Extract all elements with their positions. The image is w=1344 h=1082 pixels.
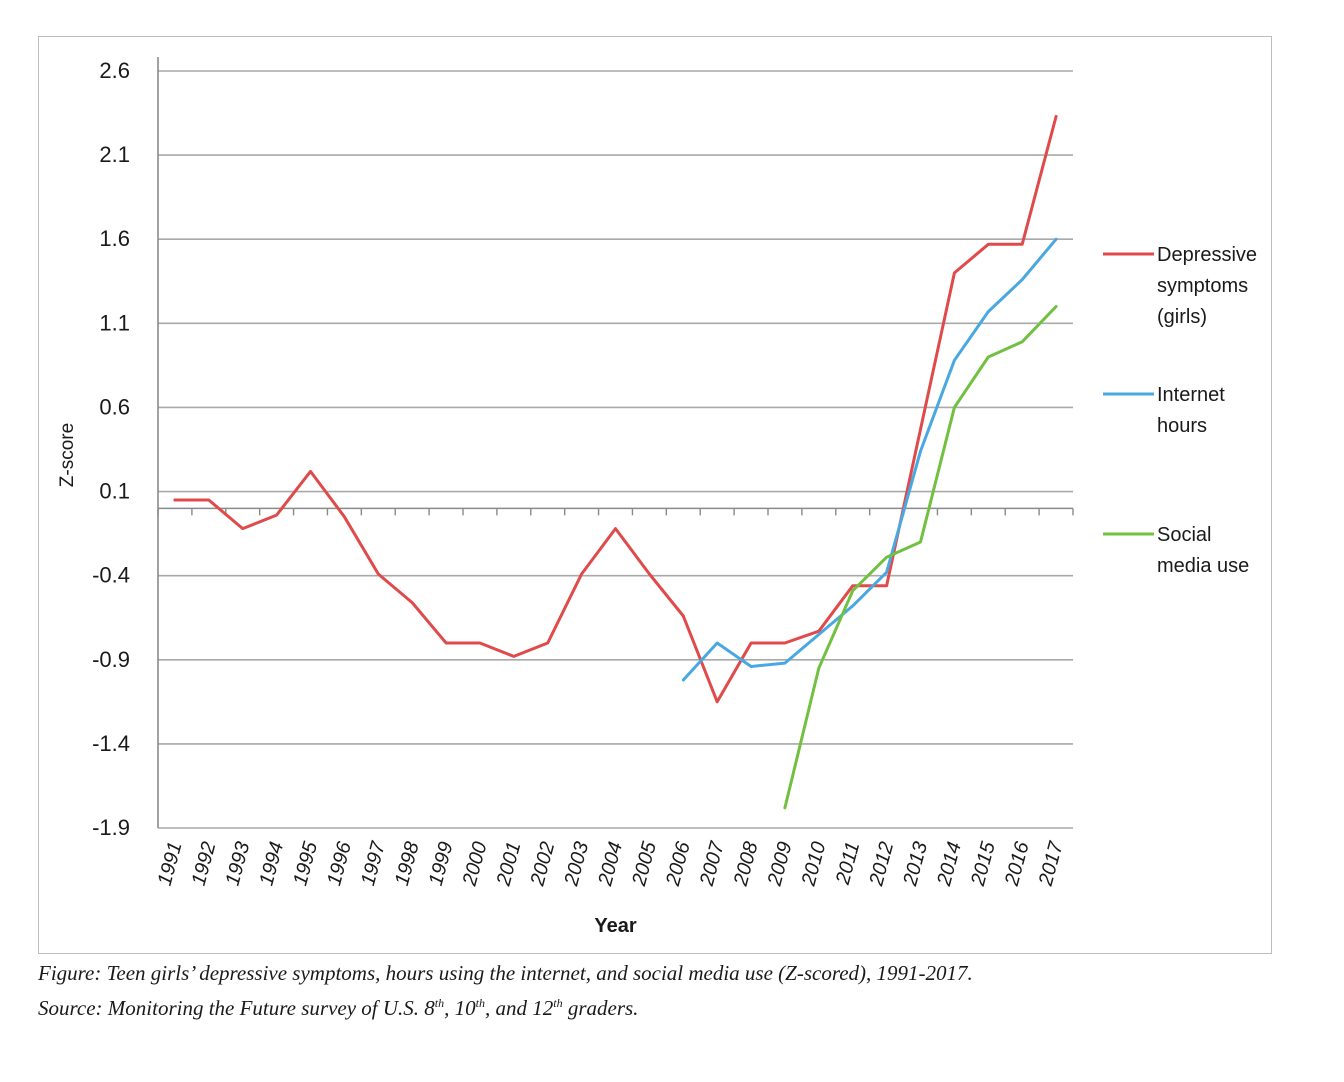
legend-label-0-2: (girls): [1157, 306, 1207, 328]
series-line-1: [681, 237, 1058, 682]
x-tick-label-1995: 1995: [289, 839, 322, 889]
y-tick-label-9: -1.9: [92, 815, 130, 840]
x-tick-label-2003: 2003: [560, 839, 593, 889]
x-tick-label-1993: 1993: [222, 839, 255, 888]
legend-label-2-1: media use: [1157, 555, 1249, 577]
legend-label-1-1: hours: [1157, 415, 1207, 437]
x-tick-label-2005: 2005: [628, 839, 661, 889]
series-line-2: [783, 305, 1058, 810]
caption-source-b: , 10: [444, 996, 476, 1020]
x-tick-label-2002: 2002: [526, 839, 559, 889]
figure-caption: Figure: Teen girls’ depressive symptoms,…: [38, 958, 1288, 1023]
legend-label-1-0: Internet: [1157, 384, 1225, 406]
legend-label-0-0: Depressive: [1157, 244, 1257, 266]
series-line-0: [173, 114, 1058, 704]
y-tick-label-3: 1.1: [99, 310, 130, 335]
x-tick-label-2014: 2014: [933, 839, 966, 889]
legend-label-0-1: symptoms: [1157, 275, 1248, 297]
x-tick-label-1992: 1992: [188, 839, 221, 888]
caption-source-d: graders.: [562, 996, 639, 1020]
x-tick-label-2007: 2007: [696, 839, 729, 889]
caption-source-a: Source: Monitoring the Future survey of …: [38, 996, 435, 1020]
x-tick-label-2011: 2011: [832, 839, 865, 887]
x-tick-label-2016: 2016: [1001, 839, 1034, 889]
chart-frame: 2.6 2.1 1.6 1.1 0.6 0.1 -0.4 -0.9 -1.4 -1.9 1991 19…: [38, 36, 1272, 954]
x-tick-label-2015: 2015: [967, 839, 1000, 889]
x-tick-label-2008: 2008: [730, 839, 763, 889]
x-tick-label-1994: 1994: [255, 839, 288, 888]
y-tick-label-2: 1.6: [99, 226, 130, 251]
x-tick-label-1997: 1997: [357, 839, 390, 889]
x-tick-label-2010: 2010: [797, 839, 830, 889]
x-tick-label-2001: 2001: [492, 839, 525, 889]
y-axis-title: Z-score: [57, 423, 78, 487]
x-tick-label-2012: 2012: [865, 839, 898, 889]
x-tick-label-1998: 1998: [391, 839, 424, 888]
x-tick-label-1999: 1999: [425, 839, 458, 888]
legend-label-2-0: Social: [1157, 524, 1211, 546]
x-tick-label-2013: 2013: [899, 839, 932, 889]
y-tick-label-6: -0.4: [92, 563, 130, 588]
caption-line-2: Source: Monitoring the Future survey of …: [38, 988, 1288, 1023]
y-tick-label-8: -1.4: [92, 731, 130, 756]
x-tick-label-2000: 2000: [459, 839, 492, 889]
caption-source-c: , and 12: [484, 996, 554, 1020]
y-tick-label-0: 2.6: [99, 58, 130, 83]
x-axis-title: Year: [594, 915, 636, 937]
x-tick-label-2017: 2017: [1035, 839, 1068, 889]
caption-sup-3: th: [553, 996, 563, 1010]
x-tick-label-1991: 1991: [154, 839, 187, 888]
x-tick-label-1996: 1996: [323, 839, 356, 889]
x-tick-label-2006: 2006: [662, 839, 695, 889]
x-tick-label-2004: 2004: [594, 839, 627, 889]
y-tick-label-1: 2.1: [99, 142, 130, 167]
caption-sup-1: th: [434, 996, 445, 1010]
y-tick-label-7: -0.9: [92, 647, 130, 672]
y-tick-label-5: 0.1: [99, 479, 130, 504]
caption-sup-2: th: [475, 996, 485, 1010]
y-tick-label-4: 0.6: [99, 394, 130, 419]
x-tick-label-2009: 2009: [764, 839, 797, 889]
caption-line-1: Figure: Teen girls’ depressive symptoms,…: [38, 961, 973, 985]
